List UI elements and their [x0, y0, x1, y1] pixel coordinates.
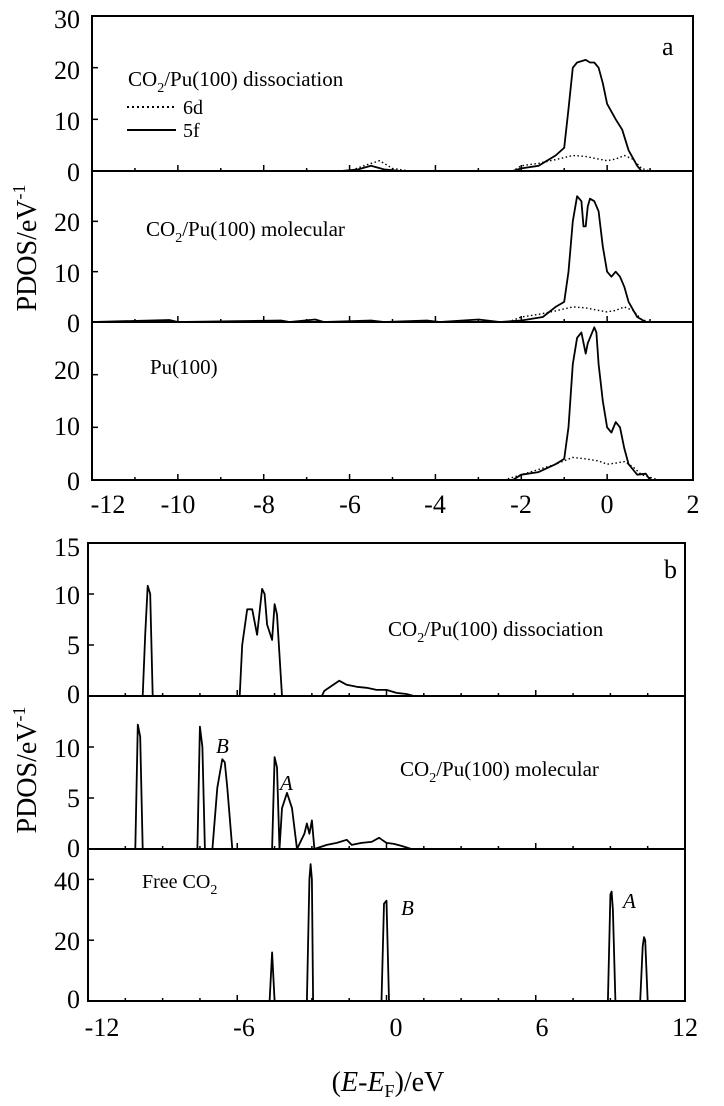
x-tick-label: -12 — [85, 1013, 120, 1042]
panel-b-sub2-title: CO2/Pu(100) molecular — [400, 757, 599, 786]
series-total-line — [88, 863, 685, 1002]
annotation-A-molecular: A — [278, 771, 293, 795]
y-tick-label: 0 — [67, 834, 80, 863]
y-tick-label: 20 — [54, 208, 80, 237]
panel-a-sub2-title: CO2/Pu(100) molecular — [146, 217, 345, 246]
annotation-B-molecular: B — [216, 734, 229, 758]
x-axis-label: (E-EF)/eV — [332, 1067, 445, 1101]
legend-5f-label: 5f — [183, 120, 200, 142]
y-tick-label: 10 — [54, 107, 80, 136]
y-tick-label: 0 — [67, 985, 80, 1014]
panel-a-y-axis-label: PDOS/eV-1 — [9, 184, 43, 311]
x-tick-label: 2 — [687, 490, 700, 519]
y-tick-label: 10 — [54, 581, 80, 610]
panel-b-y-axis-label: PDOS/eV-1 — [9, 706, 43, 833]
annotation-B-free: B — [401, 896, 414, 920]
y-tick-label: 15 — [54, 533, 80, 562]
y-tick-label: 20 — [54, 56, 80, 85]
panel-a-y-tick-labels: 30 20 10 0 20 10 0 20 10 0 — [54, 5, 80, 496]
x-tick-label: 6 — [536, 1013, 549, 1042]
x-tick-label: -10 — [161, 490, 196, 519]
panel-a-label: a — [662, 32, 674, 61]
series-5f-line — [91, 195, 693, 323]
series-5f-line — [92, 59, 693, 172]
x-tick-label: 12 — [672, 1013, 698, 1042]
y-tick-label: 10 — [54, 412, 80, 441]
legend-6d-label: 6d — [183, 97, 203, 119]
y-tick-label: 0 — [67, 467, 80, 496]
panel-b-y-tick-labels: 15 10 5 0 10 5 0 40 20 0 — [54, 533, 80, 1014]
panel-b-sub3-title: Free CO2 — [142, 871, 217, 898]
y-tick-label: 0 — [67, 158, 80, 187]
x-tick-label: 0 — [390, 1013, 403, 1042]
y-tick-label: 0 — [67, 680, 80, 709]
panel-b-sub1-title: CO2/Pu(100) dissociation — [388, 617, 604, 646]
y-tick-label: 10 — [54, 259, 80, 288]
y-tick-label: 10 — [54, 734, 80, 763]
x-tick-label: 0 — [601, 490, 614, 519]
panel-a: CO2/Pu(100) dissociation CO2/Pu(100) mol… — [9, 5, 700, 519]
panel-a-legend: 6d 5f — [127, 97, 203, 142]
series-total-line — [88, 723, 685, 850]
y-tick-label: 5 — [67, 784, 80, 813]
x-tick-label: -8 — [253, 490, 275, 519]
y-tick-label: 0 — [67, 309, 80, 338]
y-tick-label: 5 — [67, 631, 80, 660]
y-tick-label: 20 — [54, 927, 80, 956]
y-tick-label: 20 — [54, 356, 80, 385]
annotation-A-free: A — [621, 889, 636, 913]
series-6d-line — [92, 306, 693, 323]
x-tick-label: -2 — [510, 490, 532, 519]
x-tick-label: -6 — [339, 490, 361, 519]
panel-a-sub1-title: CO2/Pu(100) dissociation — [128, 67, 344, 96]
x-tick-label: -6 — [233, 1013, 255, 1042]
panel-b-x-tick-labels: -12 -6 0 6 12 — [85, 1013, 698, 1042]
y-tick-label: 40 — [54, 867, 80, 896]
y-tick-label: 30 — [54, 5, 80, 34]
panel-a-sub3-title: Pu(100) — [150, 355, 218, 379]
panel-b-label: b — [664, 555, 677, 584]
x-tick-label: -12 — [91, 490, 126, 519]
series-total-line — [88, 584, 685, 697]
x-tick-label: -4 — [424, 490, 446, 519]
panel-b-curves — [88, 584, 685, 1002]
panel-b: CO2/Pu(100) dissociation CO2/Pu(100) mol… — [9, 533, 698, 1101]
panel-a-curves — [91, 59, 693, 481]
panel-a-x-tick-labels: -12 -10 -8 -6 -4 -2 0 2 — [91, 490, 700, 519]
